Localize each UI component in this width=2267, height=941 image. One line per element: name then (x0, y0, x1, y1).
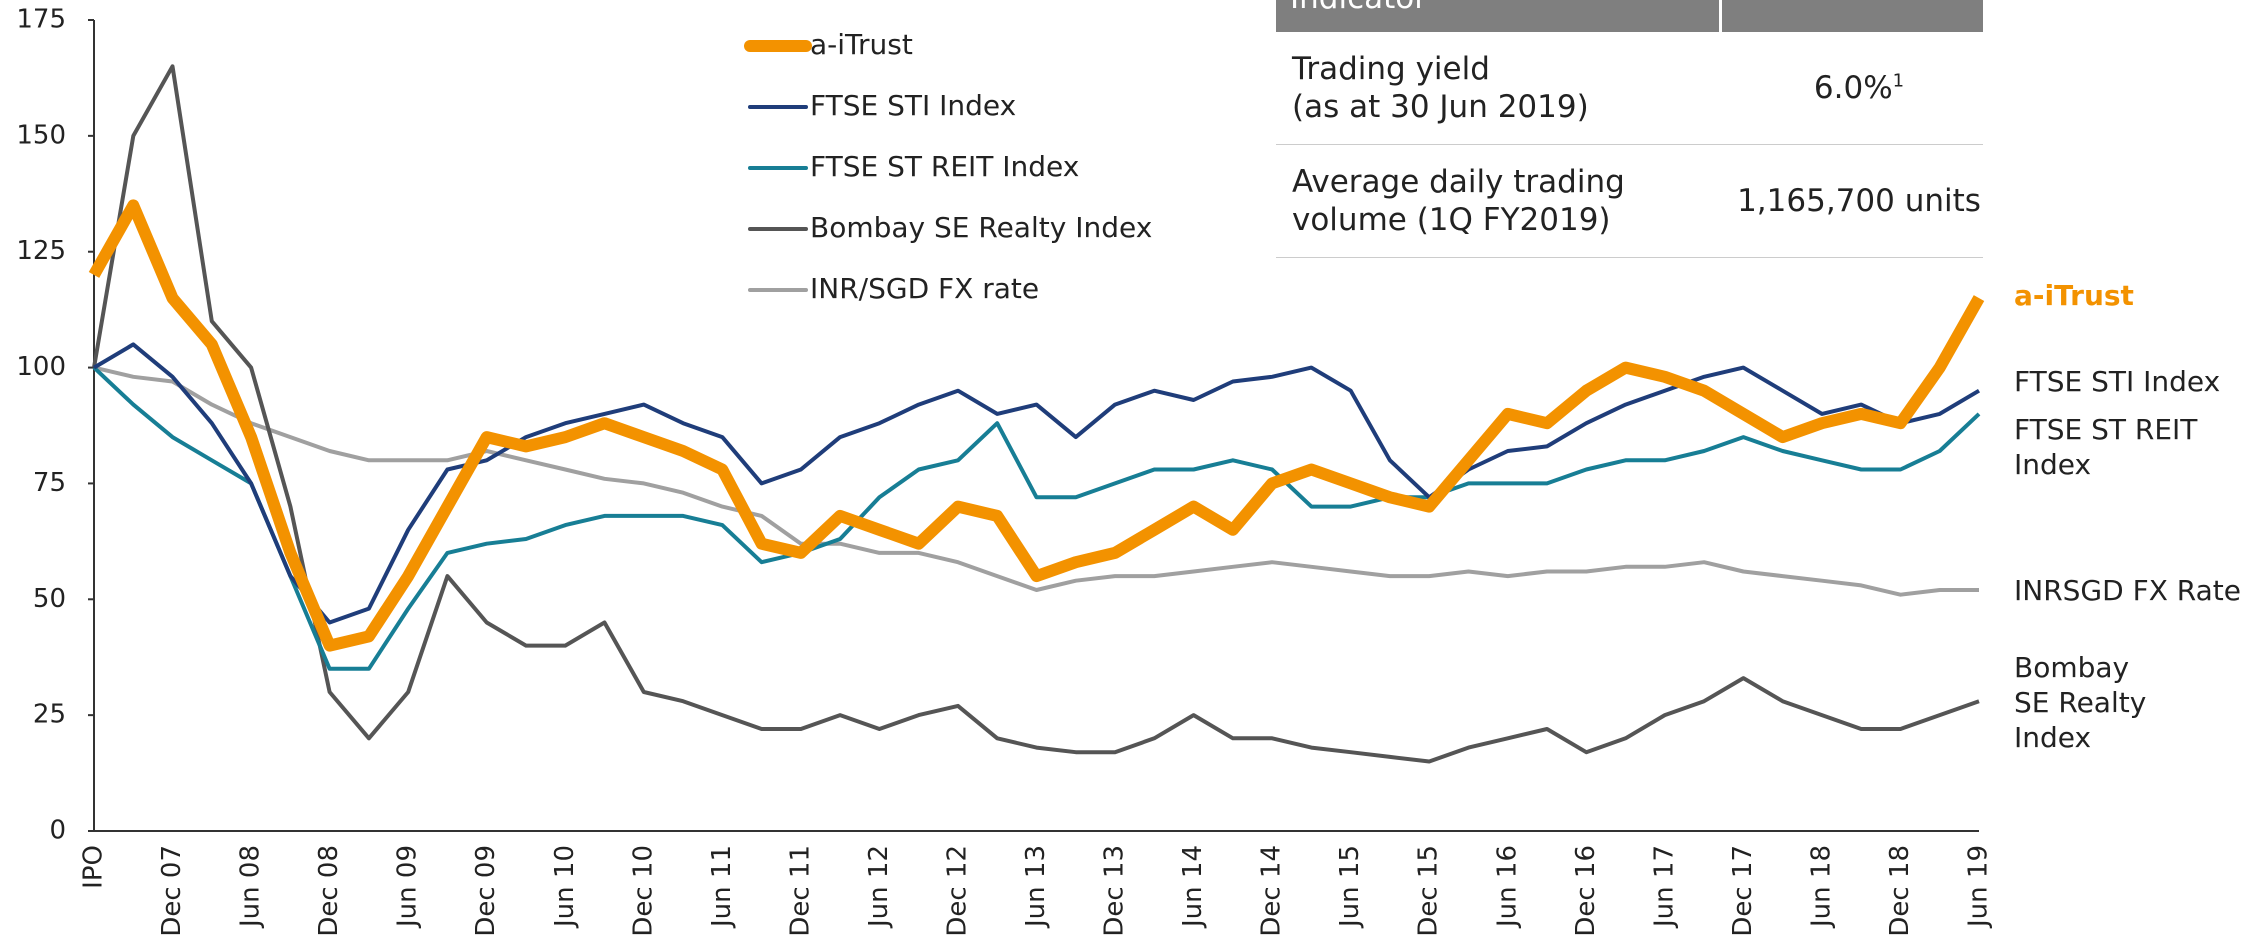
x-tick-label: Jun 17 (1649, 845, 1679, 929)
text: 6.0% (1813, 70, 1893, 106)
annotation: a-iTrust (2014, 279, 2134, 312)
x-tick-label: Jun 13 (1021, 845, 1051, 929)
x-tick-label: Dec 14 (1257, 845, 1287, 937)
text: (as at 30 Jun 2019) (1292, 89, 1589, 125)
series-line (92, 366, 1981, 671)
cell: Average daily trading volume (1Q FY2019) (1276, 163, 1735, 239)
x-tick-label: Dec 09 (471, 845, 501, 937)
x-tick-label: Jun 18 (1806, 845, 1836, 929)
x-tick-label: Jun 12 (864, 845, 894, 929)
series-line (92, 342, 1981, 625)
x-tick-label: Dec 07 (157, 845, 187, 937)
table-header: Indicator (1276, 0, 1983, 32)
y-tick-label: 50 (33, 584, 66, 614)
x-tick-label: Jun 11 (707, 845, 737, 929)
x-tick-label: Jun 09 (393, 845, 423, 929)
x-tick-label: Jun 10 (550, 845, 580, 929)
x-tick-label: Dec 16 (1571, 845, 1601, 937)
legend-label: FTSE ST REIT Index (810, 150, 1079, 183)
footnote: 1 (1892, 70, 1905, 92)
x-tick-label: Dec 08 (314, 845, 344, 937)
text: Average daily trading (1292, 164, 1625, 200)
x-tick-label: Dec 13 (1100, 845, 1130, 937)
text: Trading yield (1292, 51, 1490, 87)
annotation: FTSE STI Index (2014, 365, 2221, 398)
legend-label: INR/SGD FX rate (810, 272, 1039, 305)
y-tick-label: 125 (16, 236, 66, 266)
x-tick-label: Jun 15 (1335, 845, 1365, 929)
y-tick-label: 175 (16, 5, 66, 35)
x-tick-label: Jun 19 (1964, 845, 1994, 929)
x-tick-label: Dec 11 (785, 845, 815, 937)
annotation: INRSGD FX Rate (2014, 574, 2241, 607)
cell: 6.0%1 (1735, 70, 1983, 106)
x-tick-label: Dec 10 (628, 845, 658, 937)
x-tick-label: Dec 12 (942, 845, 972, 937)
x-tick-label: Jun 16 (1492, 845, 1522, 929)
x-tick-label: Jun 08 (236, 845, 266, 929)
y-tick-label: 100 (16, 352, 66, 382)
cell: Trading yield (as at 30 Jun 2019) (1276, 50, 1735, 126)
y-tick-label: 25 (33, 700, 66, 730)
x-tick-label: Dec 15 (1414, 845, 1444, 937)
table-row: Trading yield (as at 30 Jun 2019) 6.0%1 (1276, 32, 1983, 145)
header-cell: Indicator (1290, 0, 1427, 16)
text: volume (1Q FY2019) (1292, 202, 1611, 238)
y-tick-label: 75 (33, 468, 66, 498)
series-line (93, 365, 1979, 597)
legend-label: FTSE STI Index (810, 89, 1016, 122)
series-line (88, 199, 1985, 652)
x-tick-label: IPO (79, 845, 109, 889)
x-tick-label: Dec 18 (1885, 845, 1915, 937)
annotation: Bombay SE Realty Index (2014, 651, 2147, 754)
legend-label: a-iTrust (810, 28, 913, 61)
x-tick-label: Jun 14 (1178, 845, 1208, 929)
x-tick-label: Dec 17 (1728, 845, 1758, 937)
table: Indicator Trading yield(as at 30 Jun 201… (1276, 0, 1983, 258)
y-tick-label: 0 (49, 816, 66, 846)
y-tick-label: 150 (16, 120, 66, 150)
text: 1,165,700 units (1737, 183, 1981, 219)
cell: 1,165,700 units (1735, 183, 1983, 219)
table-row: Average daily trading volume (1Q FY2019) … (1276, 145, 1983, 258)
legend-label: Bombay SE Realty Index (810, 211, 1152, 244)
series-line (92, 64, 1980, 764)
annotation: FTSE ST REIT Index (2014, 413, 2198, 481)
